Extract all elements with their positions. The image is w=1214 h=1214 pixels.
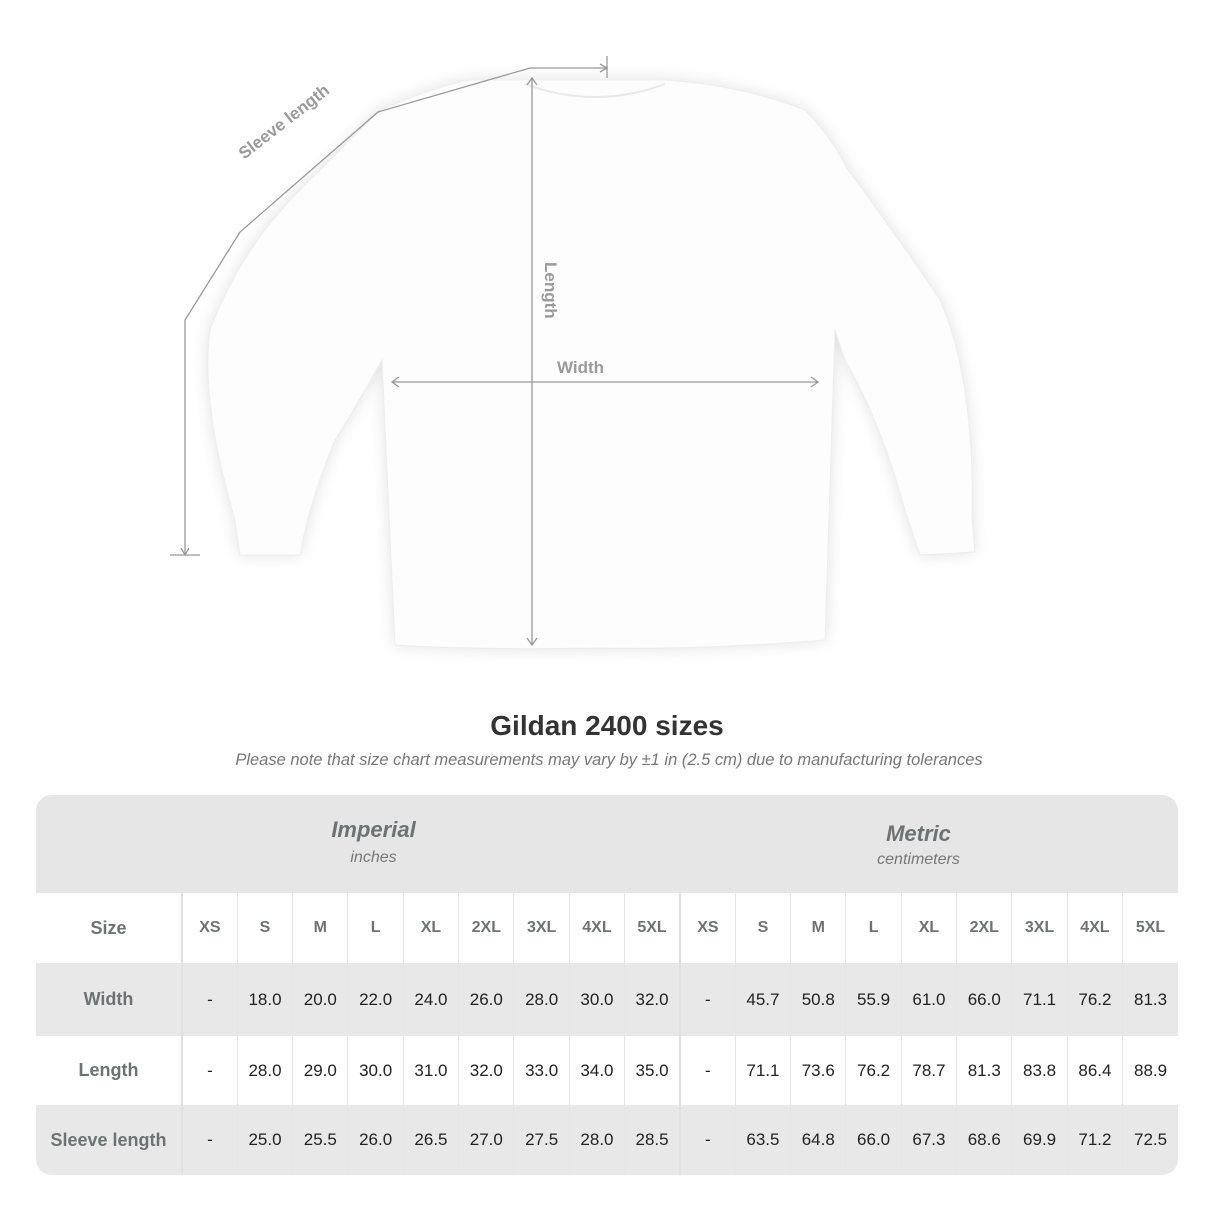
metric-value: 83.8 [1011,1036,1068,1105]
imperial-value: 29.0 [292,1036,348,1105]
size-label: Size [36,893,183,963]
page-title: Gildan 2400 sizes [490,710,724,741]
imperial-size-2xl: 2XL [458,893,514,963]
metric-value: 81.3 [956,1036,1012,1105]
imperial-value: 30.0 [568,963,625,1036]
table-row: Sleeve length -25.0 25.5 26.0 26.5 27.0 27.5 28… [36,1105,1178,1175]
imperial-value: 34.0 [568,1036,625,1105]
imperial-value: - [181,963,238,1036]
imperial-size-3xl: 3XL [513,893,570,963]
length-label: Length [541,262,560,319]
metric-value: 73.6 [790,1036,846,1105]
metric-value: 68.6 [956,1105,1012,1175]
imperial-size-xs: XS [181,893,238,963]
metric-value: 69.9 [1011,1105,1068,1175]
imperial-value: 27.5 [513,1105,570,1175]
imperial-value: 25.0 [236,1105,293,1175]
metric-value: 55.9 [845,963,902,1036]
metric-size-m: M [790,893,846,963]
metric-value: 71.1 [1011,963,1068,1036]
metric-value: 81.3 [1122,963,1178,1036]
imperial-value: 25.5 [292,1105,348,1175]
size-header-row: Size XS S M L XL 2XL 3XL 4XL 5XL XS S M L XL 2XL 3XL 4XL 5… [36,893,1178,963]
imperial-size-5xl: 5XL [624,893,680,963]
imperial-value: 28.0 [513,963,570,1036]
imperial-unit: inches [350,849,397,866]
metric-value: 71.1 [734,1036,791,1105]
imperial-value: 22.0 [347,963,404,1036]
imperial-value: 28.5 [624,1105,680,1175]
imperial-size-l: L [347,893,404,963]
metric-value: 61.0 [900,963,957,1036]
metric-size-3xl: 3XL [1011,893,1068,963]
imperial-value: - [181,1036,238,1105]
metric-value: 66.0 [845,1105,902,1175]
metric-value: 76.2 [845,1036,902,1105]
width-label: Width [557,358,605,377]
tolerance-note: Please note that size chart measurements… [235,751,983,769]
metric-value: 86.4 [1066,1036,1123,1105]
metric-size-4xl: 4XL [1066,893,1123,963]
imperial-value: 35.0 [624,1036,680,1105]
imperial-value: - [181,1105,238,1175]
table-row: Width -18.0 20.0 22.0 24.0 26.0 28.0 30.0 32.0-4… [36,963,1178,1036]
metric-value: - [678,963,736,1036]
shirt-body [207,79,976,650]
imperial-value: 26.0 [458,963,514,1036]
imperial-header: Imperial inches [181,795,566,867]
metric-value: 88.9 [1122,1036,1178,1105]
imperial-size-4xl: 4XL [568,893,625,963]
imperial-value: 32.0 [624,963,680,1036]
metric-size-l: L [845,893,902,963]
shirt-collar [524,83,666,98]
imperial-title: Imperial [331,817,416,842]
imperial-value: 20.0 [292,963,348,1036]
metric-value: - [678,1036,736,1105]
imperial-value: 31.0 [402,1036,459,1105]
imperial-value: 33.0 [513,1036,570,1105]
metric-value: 78.7 [900,1036,957,1105]
metric-value: 64.8 [790,1105,846,1175]
imperial-value: 28.0 [236,1036,293,1105]
metric-value: 63.5 [734,1105,791,1175]
metric-value: 50.8 [790,963,846,1036]
metric-size-xl: XL [900,893,957,963]
metric-value: 71.2 [1066,1105,1123,1175]
imperial-size-s: S [236,893,293,963]
metric-size-xs: XS [678,893,736,963]
measurements-table: Size XS S M L XL 2XL 3XL 4XL 5XL XS S M L XL 2XL 3XL 4XL 5… [36,893,1178,1175]
metric-value: 45.7 [734,963,791,1036]
imperial-value: 24.0 [402,963,459,1036]
row-label: Sleeve length [36,1105,183,1175]
metric-unit: centimeters [877,851,960,868]
imperial-value: 28.0 [568,1105,625,1175]
imperial-value: 32.0 [458,1036,514,1105]
size-table: Imperial inches Metric centimeters Size X… [36,795,1178,1175]
metric-size-2xl: 2XL [956,893,1012,963]
metric-title: Metric [886,821,951,846]
metric-value: 72.5 [1122,1105,1178,1175]
table-row: Length -28.0 29.0 30.0 31.0 32.0 33.0 34.0 35.0-… [36,1036,1178,1105]
units-header: Imperial inches Metric centimeters [36,795,1178,893]
shirt-diagram [170,56,976,650]
imperial-value: 18.0 [236,963,293,1036]
metric-size-5xl: 5XL [1122,893,1178,963]
metric-header: Metric centimeters [681,795,1156,869]
metric-value: 67.3 [900,1105,957,1175]
measure-lines [170,56,820,647]
metric-size-s: S [734,893,791,963]
metric-value: 66.0 [956,963,1012,1036]
imperial-size-xl: XL [402,893,459,963]
imperial-value: 30.0 [347,1036,404,1105]
row-label: Width [36,963,183,1036]
imperial-value: 26.0 [347,1105,404,1175]
imperial-size-m: M [292,893,348,963]
imperial-value: 27.0 [458,1105,514,1175]
row-label: Length [36,1036,183,1105]
metric-value: 76.2 [1066,963,1123,1036]
imperial-value: 26.5 [402,1105,459,1175]
metric-value: - [678,1105,736,1175]
